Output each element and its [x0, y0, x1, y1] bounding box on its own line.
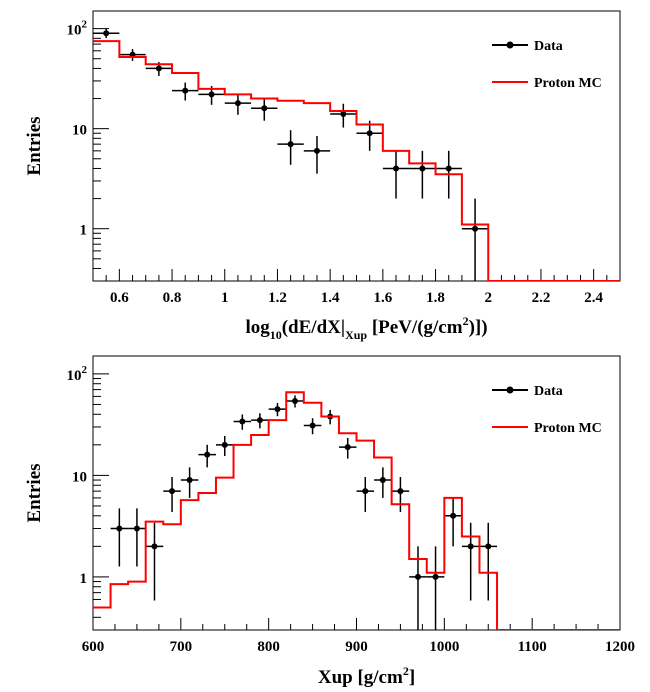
data-point [467, 543, 474, 550]
x-tick-label: 0.6 [110, 290, 129, 306]
data-point [133, 525, 140, 532]
data-point [155, 65, 162, 72]
data-point [208, 91, 215, 98]
data-point [186, 477, 193, 484]
data-point [414, 573, 421, 580]
data-point [397, 488, 404, 495]
data-point [432, 573, 439, 580]
x-tick-label: 700 [170, 639, 193, 655]
x-tick-label: 2.2 [532, 290, 551, 306]
data-point [292, 398, 299, 405]
y-tick-label: 102 [67, 19, 88, 39]
data-point [234, 100, 241, 107]
y-axis-title: Entries [24, 116, 45, 175]
data-point [287, 141, 294, 148]
data-point [344, 444, 351, 451]
data-point [274, 406, 281, 413]
plot-area [93, 28, 620, 281]
x-tick-label: 0.8 [163, 290, 182, 306]
data-point [472, 225, 479, 232]
x-tick-label: 600 [82, 639, 105, 655]
y-tick-label: 1 [80, 223, 88, 239]
data-point [450, 512, 457, 519]
y-tick-label: 10 [72, 469, 87, 485]
legend: Data Proton MC [492, 384, 602, 436]
data-point [151, 543, 158, 550]
data-point [221, 441, 228, 448]
x-tick-label: 1 [221, 290, 229, 306]
x-tick-label: 1100 [518, 639, 547, 655]
legend-mc-label: Proton MC [534, 421, 602, 436]
data-point [379, 477, 386, 484]
y-tick-label: 10 [72, 123, 87, 139]
data-point [309, 422, 316, 429]
proton-mc-histogram [93, 40, 620, 281]
chart-1: 0.6 0.8 1 1.2 1.4 1.6 1.8 2 2.2 2.4 1 10 102 Entries l… [24, 10, 621, 342]
data-point [445, 165, 452, 172]
x-tick-label: 2.4 [584, 290, 603, 306]
x-tick-label: 1200 [605, 639, 635, 655]
legend-data-label: Data [534, 384, 563, 399]
data-point [393, 165, 400, 172]
plot-area [93, 391, 620, 630]
legend-data-label: Data [534, 39, 563, 54]
proton-mc-histogram [93, 391, 620, 630]
data-point [313, 147, 320, 154]
y-tick-label: 102 [67, 364, 88, 384]
data-point [261, 105, 268, 112]
y-axis-title: Entries [24, 463, 45, 522]
x-tick-label: 1000 [429, 639, 459, 655]
data-point [366, 130, 373, 137]
data-point [239, 418, 246, 425]
legend: Data Proton MC [492, 39, 602, 91]
legend-data-marker [506, 386, 514, 394]
legend-data-marker [506, 41, 514, 49]
x-tick-label: 2 [485, 290, 493, 306]
data-point [169, 488, 176, 495]
data-point [362, 488, 369, 495]
x-tick-label: 800 [257, 639, 280, 655]
data-point [485, 543, 492, 550]
legend-mc-label: Proton MC [534, 76, 602, 91]
data-point [116, 525, 123, 532]
data-point [419, 165, 426, 172]
chart-2: 600 700 800 900 1000 1100 1200 1 10 102 Entries Xup… [24, 355, 635, 688]
data-point [204, 451, 211, 458]
data-point [182, 87, 189, 94]
data-point [256, 417, 263, 424]
data-point [340, 111, 347, 118]
x-tick-label: 900 [345, 639, 368, 655]
x-tick-label: 1.2 [268, 290, 287, 306]
x-axis-title: Xup [g/cm2] [318, 664, 415, 688]
data-point [103, 30, 110, 37]
x-tick-label: 1.4 [321, 290, 340, 306]
x-axis-title: log10(dE/dX|Xup [PeV/(g/cm2)]) [245, 314, 487, 342]
y-tick-label: 1 [80, 571, 88, 587]
x-tick-label: 1.8 [426, 290, 445, 306]
x-tick-label: 1.6 [373, 290, 392, 306]
